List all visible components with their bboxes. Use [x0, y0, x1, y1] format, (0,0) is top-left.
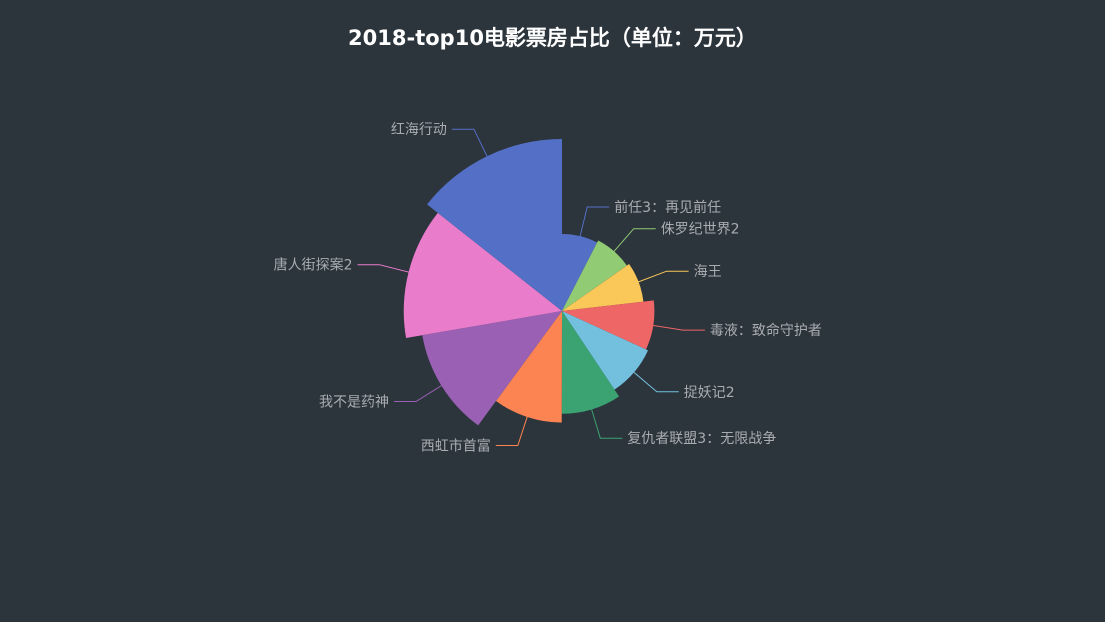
pie-slice-3[interactable] [562, 263, 644, 311]
label-line-4 [650, 324, 705, 331]
pie-slice-7[interactable] [496, 311, 562, 423]
pie-slice-2[interactable] [562, 240, 627, 311]
label-line-10 [451, 128, 489, 160]
pie-slice-8[interactable] [422, 311, 562, 426]
slice-label-9: 唐人街探案2 [274, 257, 353, 274]
label-line-9 [357, 264, 412, 274]
slice-label-6: 复仇者联盟3：无限战争 [627, 430, 776, 447]
label-line-3 [635, 270, 689, 284]
chart-title: 2018-top10电影票房占比（单位：万元） [348, 26, 757, 50]
slice-label-5: 捉妖记2 [684, 385, 735, 401]
pie-slice-5[interactable] [562, 311, 649, 390]
pie-slice-1[interactable] [562, 234, 598, 311]
label-line-8 [394, 383, 445, 402]
label-line-6 [590, 406, 623, 439]
slice-label-1: 前任3：再见前任 [614, 199, 721, 216]
pie-slice-9[interactable] [403, 212, 562, 339]
slice-label-7: 西虹市首富 [421, 438, 491, 455]
label-line-7 [495, 414, 529, 446]
label-line-1 [578, 206, 610, 240]
pie-slice-6[interactable] [561, 311, 620, 414]
label-line-2 [611, 228, 656, 254]
slice-label-10: 红海行动 [391, 122, 447, 138]
slice-label-8: 我不是药神 [319, 395, 389, 411]
slice-label-4: 毒液：致命守护者 [710, 322, 822, 339]
slice-label-3: 海王 [694, 264, 722, 280]
pie-slice-4[interactable] [562, 300, 655, 350]
pie-slice-10[interactable] [427, 139, 562, 311]
label-line-5 [631, 370, 679, 393]
slice-label-2: 侏罗纪世界2 [661, 222, 740, 238]
